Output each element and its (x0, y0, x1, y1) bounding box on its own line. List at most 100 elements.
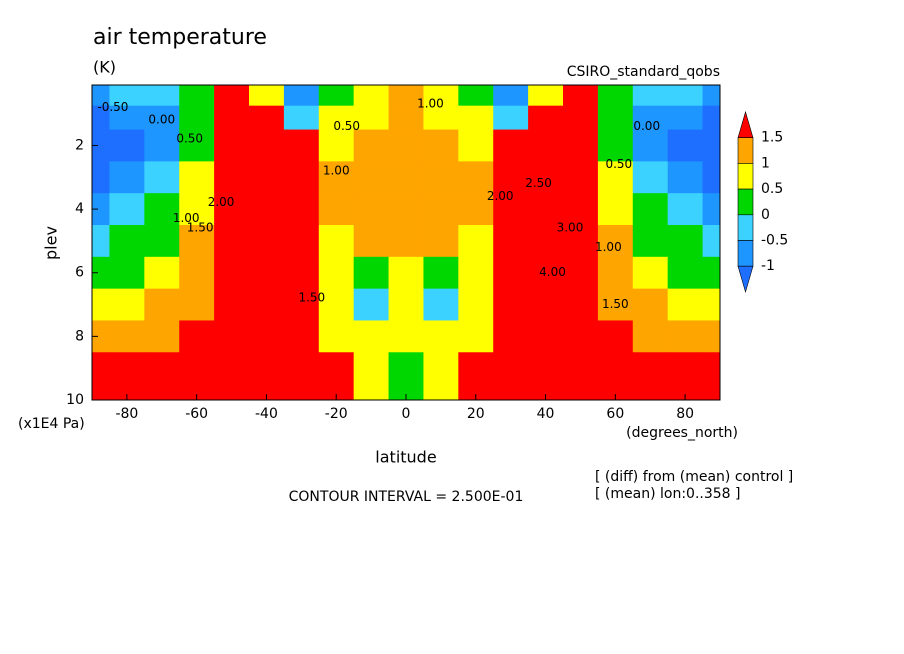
field (92, 85, 721, 401)
cell (144, 320, 180, 353)
colorbar-swatch (737, 163, 754, 190)
x-tick-label: 40 (537, 406, 555, 422)
cell (214, 352, 250, 385)
cell (318, 105, 355, 131)
note: [ (mean) lon:0..358 ] (595, 486, 740, 502)
cell (179, 288, 215, 321)
colorbar-arrow (737, 265, 754, 293)
contour-label: 1.00 (323, 163, 350, 177)
cell (458, 256, 494, 290)
cell (702, 225, 721, 258)
contour-label: 3.00 (557, 221, 584, 235)
cell (92, 384, 110, 401)
colorbar-swatch (737, 214, 754, 241)
cell (283, 85, 320, 107)
cell (528, 320, 564, 353)
contour-label: 1.50 (187, 221, 214, 235)
cell (144, 225, 180, 258)
cell (318, 320, 355, 353)
cell (563, 352, 599, 385)
cell (563, 193, 599, 226)
cell (458, 105, 494, 131)
cell (423, 288, 459, 321)
cell (528, 384, 564, 401)
cell (92, 193, 110, 226)
contour-label: 1.00 (595, 240, 622, 254)
x-tick-label: 80 (676, 406, 694, 422)
cell (702, 193, 721, 226)
cell (597, 85, 634, 107)
cell (318, 85, 355, 107)
cell (423, 384, 459, 401)
y-axis-label: plev (42, 226, 61, 260)
cell (144, 105, 180, 131)
cell (353, 225, 390, 258)
cell (632, 320, 669, 353)
cell (109, 225, 145, 258)
cell (493, 288, 529, 321)
contour-label: 0.50 (605, 157, 632, 171)
cell (92, 225, 110, 258)
cell (353, 161, 390, 194)
cell (458, 161, 494, 194)
cell (632, 193, 669, 226)
cell (179, 384, 215, 401)
cell (597, 256, 634, 290)
x-tick-label: -60 (185, 406, 208, 422)
cell (632, 161, 669, 194)
cell (632, 288, 669, 321)
cell (702, 288, 721, 321)
cell (597, 161, 634, 194)
cell (318, 288, 355, 321)
cell (144, 384, 180, 401)
cell (632, 352, 669, 385)
cell (423, 193, 459, 226)
cell (423, 161, 459, 194)
cell (179, 256, 215, 290)
contour-label: 2.00 (208, 195, 235, 209)
cell (283, 288, 320, 321)
cell (667, 288, 704, 321)
contour-label: 1.50 (298, 291, 325, 305)
cell (458, 384, 494, 401)
cell (109, 320, 145, 353)
x-tick-label: 20 (467, 406, 485, 422)
cell (388, 85, 424, 107)
cell (92, 129, 110, 162)
cell (528, 105, 564, 131)
cell (528, 225, 564, 258)
cell (109, 193, 145, 226)
cell (702, 129, 721, 162)
cell (318, 225, 355, 258)
cell (109, 288, 145, 321)
cell (458, 288, 494, 321)
cell (597, 384, 634, 401)
cell (214, 193, 250, 226)
cell (144, 85, 180, 107)
cell (388, 320, 424, 353)
cell (388, 105, 424, 131)
cell (92, 288, 110, 321)
cell (92, 320, 110, 353)
cell (388, 225, 424, 258)
cell (283, 161, 320, 194)
cell (563, 225, 599, 258)
cell (249, 129, 285, 162)
colorbar-label: -0.5 (761, 233, 788, 249)
cell (388, 288, 424, 321)
cell (179, 85, 215, 107)
cell (283, 129, 320, 162)
cell (597, 288, 634, 321)
cell (353, 320, 390, 353)
cell (702, 105, 721, 131)
cell (388, 352, 424, 385)
cell (597, 352, 634, 385)
cell (318, 161, 355, 194)
cell (702, 161, 721, 194)
cell (283, 384, 320, 401)
y-axis-units: (x1E4 Pa) (18, 416, 85, 432)
cell (528, 352, 564, 385)
cell (632, 129, 669, 162)
cell (458, 320, 494, 353)
cell (144, 256, 180, 290)
